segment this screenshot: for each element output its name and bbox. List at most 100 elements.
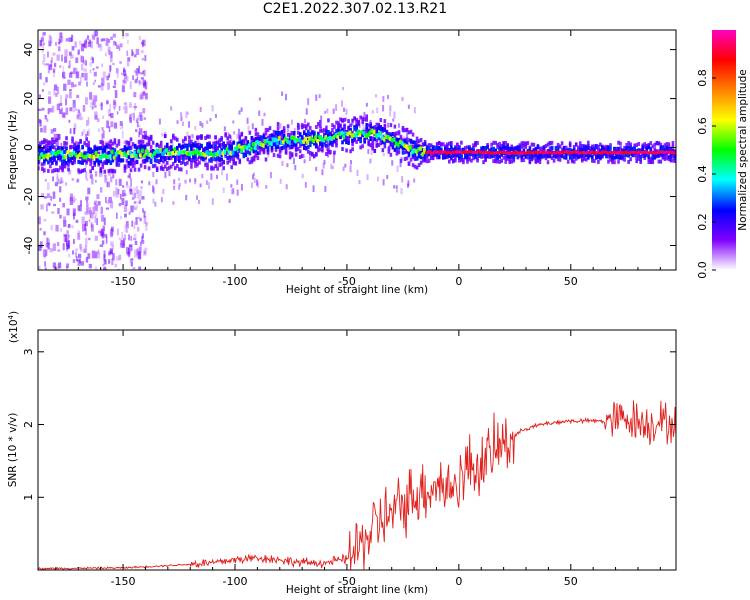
heatmap-band-cell xyxy=(163,157,167,162)
heatmap-halo-cell xyxy=(427,158,431,163)
heatmap-noise-cell xyxy=(322,162,325,169)
heatmap-halo-cell xyxy=(232,161,236,166)
heatmap-noise-cell xyxy=(91,34,95,38)
heatmap-band-cell xyxy=(266,147,270,152)
heatmap-halo-cell xyxy=(560,147,564,152)
heatmap-noise-cell xyxy=(236,133,239,139)
snr-series-line xyxy=(38,400,676,570)
heatmap-halo-cell xyxy=(508,160,512,165)
heatmap-band-cell xyxy=(49,146,52,151)
heatmap-noise-cell xyxy=(136,226,140,232)
heatmap-band-cell xyxy=(385,138,389,143)
heatmap-band-cell xyxy=(445,148,449,153)
heatmap-band-cell xyxy=(413,145,417,150)
heatmap-noise-cell xyxy=(85,170,88,179)
heatmap-halo-cell xyxy=(599,142,602,147)
heatmap-band-cell xyxy=(391,132,395,137)
heatmap-noise-cell xyxy=(55,86,59,92)
heatmap-noise-cell xyxy=(284,93,287,101)
heatmap-noise-cell xyxy=(74,67,77,72)
heatmap-halo-cell xyxy=(192,148,195,153)
heatmap-halo-cell xyxy=(101,164,105,169)
heatmap-noise-cell xyxy=(104,148,109,156)
heatmap-band-cell xyxy=(667,146,671,151)
heatmap-noise-cell xyxy=(290,119,293,125)
colorbar-tick-label: 0.8 xyxy=(696,69,709,87)
heatmap-band-cell xyxy=(623,148,626,153)
heatmap-band-cell xyxy=(647,155,651,160)
heatmap-halo-cell xyxy=(319,120,322,125)
heatmap-noise-cell xyxy=(138,35,142,41)
heatmap-band-cell xyxy=(482,146,485,151)
heatmap-halo-cell xyxy=(619,146,622,151)
heatmap-noise-cell xyxy=(107,82,110,90)
heatmap-noise-cell xyxy=(68,37,73,42)
heatmap-noise-cell xyxy=(133,205,136,210)
heatmap-halo-cell xyxy=(298,149,302,154)
heatmap-band-cell xyxy=(244,148,248,153)
heatmap-halo-cell xyxy=(321,147,324,152)
heatmap-core-cell xyxy=(275,140,280,146)
heatmap-halo-cell xyxy=(117,141,121,146)
heatmap-band-cell xyxy=(599,155,602,160)
heatmap-noise-cell xyxy=(253,177,256,184)
heatmap-halo-cell xyxy=(224,154,227,159)
heatmap-halo-cell xyxy=(379,141,383,146)
heatmap-band-cell xyxy=(115,161,119,166)
heatmap-band-cell xyxy=(302,146,306,151)
heatmap-noise-cell xyxy=(77,260,81,266)
heatmap-noise-cell xyxy=(68,253,71,258)
heatmap-band-cell xyxy=(161,154,165,159)
heatmap-halo-cell xyxy=(671,141,675,146)
heatmap-halo-cell xyxy=(528,160,532,165)
heatmap-noise-cell xyxy=(52,191,56,199)
heatmap-noise-cell xyxy=(53,89,56,96)
heatmap-band-cell xyxy=(510,153,514,158)
heatmap-band-cell xyxy=(38,144,40,149)
heatmap-halo-cell xyxy=(230,148,234,153)
heatmap-noise-cell xyxy=(342,166,345,172)
heatmap-noise-cell xyxy=(399,162,402,168)
heatmap-band-cell xyxy=(270,133,274,138)
heatmap-band-cell xyxy=(405,140,409,145)
heatmap-noise-cell xyxy=(129,114,132,121)
heatmap-halo-cell xyxy=(39,141,42,146)
heatmap-halo-cell xyxy=(403,128,407,133)
heatmap-band-cell xyxy=(437,145,441,150)
heatmap-noise-cell xyxy=(144,247,148,251)
heatmap-halo-cell xyxy=(643,155,647,160)
heatmap-halo-cell xyxy=(296,122,300,127)
heatmap-band-cell xyxy=(403,138,407,143)
heatmap-band-cell xyxy=(443,152,447,157)
heatmap-halo-cell xyxy=(264,157,268,162)
heatmap-noise-cell xyxy=(101,63,104,68)
heatmap-halo-cell xyxy=(389,152,393,157)
heatmap-halo-cell xyxy=(448,141,451,146)
heatmap-halo-cell xyxy=(216,166,219,171)
heatmap-noise-cell xyxy=(140,92,144,99)
heatmap-band-cell xyxy=(576,155,580,160)
heatmap-band-cell xyxy=(43,150,46,155)
heatmap-band-cell xyxy=(653,155,657,160)
heatmap-noise-cell xyxy=(194,179,197,185)
heatmap-noise-cell xyxy=(56,176,59,183)
heatmap-band-cell xyxy=(141,144,145,149)
spectrogram-y-tick-label: -20 xyxy=(22,188,35,206)
heatmap-band-cell xyxy=(393,147,397,152)
heatmap-noise-cell xyxy=(261,118,264,126)
heatmap-halo-cell xyxy=(288,151,292,156)
heatmap-halo-cell xyxy=(472,156,475,161)
heatmap-noise-cell xyxy=(94,200,98,204)
heatmap-halo-cell xyxy=(361,116,364,121)
heatmap-noise-cell xyxy=(102,115,105,119)
heatmap-noise-cell xyxy=(71,82,74,88)
heatmap-halo-cell xyxy=(395,151,399,156)
heatmap-noise-cell xyxy=(233,131,236,135)
heatmap-halo-cell xyxy=(530,157,534,162)
heatmap-band-cell xyxy=(591,155,594,160)
heatmap-noise-cell xyxy=(135,129,138,133)
heatmap-noise-cell xyxy=(43,218,47,222)
heatmap-band-cell xyxy=(232,140,236,145)
heatmap-halo-cell xyxy=(375,143,379,148)
heatmap-noise-cell xyxy=(69,197,74,205)
